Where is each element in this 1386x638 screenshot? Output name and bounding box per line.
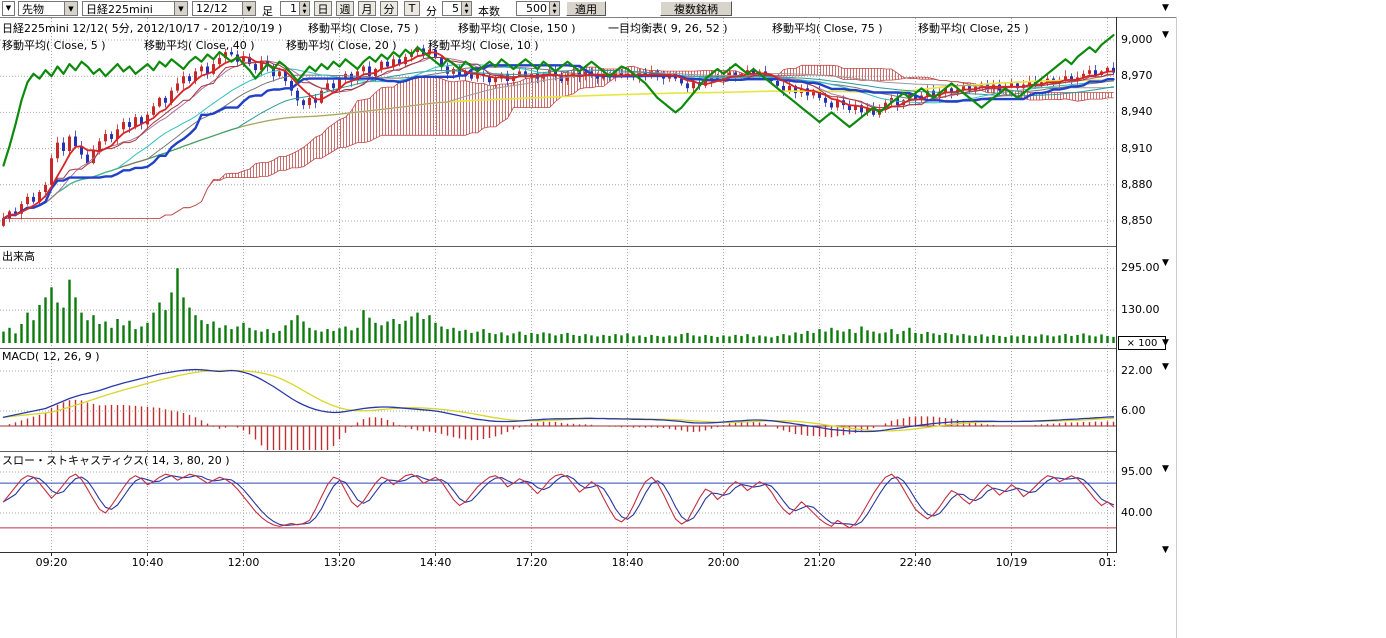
macd-signal-line (2, 369, 1115, 432)
gridlines (0, 18, 1116, 552)
legend-ichimoku: 一目均衡表( 9, 26, 52 ) (608, 22, 728, 35)
legend-ma75: 移動平均( Close, 75 ) (308, 22, 419, 35)
scale-scroll-button[interactable]: ▼ (1162, 464, 1169, 474)
minute-spinner[interactable]: 5 ▲ ▼ (442, 1, 472, 16)
symbol-value: 日経225mini (86, 2, 153, 16)
dropdown-arrow-icon[interactable]: ▼ (174, 2, 187, 15)
scale-scroll-button[interactable]: ▼ (1162, 545, 1169, 555)
spinner-down-icon[interactable]: ▼ (462, 8, 471, 15)
contract-month-dropdown[interactable]: 12/12 ▼ (192, 1, 256, 16)
kijun-line (2, 64, 1115, 220)
legend-ma25: 移動平均( Close, 25 ) (918, 22, 1029, 35)
spinner-up-icon[interactable]: ▲ (462, 2, 471, 9)
dropdown-arrow-icon[interactable]: ▼ (242, 2, 255, 15)
scale-scroll-button[interactable]: ▼ (1162, 362, 1169, 372)
spinner-down-icon[interactable]: ▼ (550, 8, 559, 15)
spinner-up-icon[interactable]: ▲ (300, 2, 309, 9)
unit-month-button[interactable]: 月 (358, 1, 376, 16)
apply-button[interactable]: 適用 (566, 1, 606, 16)
toolbar: ▼ 先物 ▼ 日経225mini ▼ 12/12 ▼ 足 1 ▲ ▼ 日 週 月 … (0, 0, 1386, 18)
legend-ma40: 移動平均( Close, 40 ) (144, 39, 255, 52)
unit-week-button[interactable]: 週 (336, 1, 354, 16)
ichimoku-cloud (3, 65, 1114, 219)
category-value: 先物 (22, 2, 44, 16)
macd-line (2, 368, 1115, 433)
panel-borders (0, 0, 1177, 638)
legend-ma150: 移動平均( Close, 150 ) (458, 22, 576, 35)
symbol-dropdown[interactable]: 日経225mini ▼ (82, 1, 188, 16)
unit-tick-button[interactable]: T (404, 1, 420, 16)
scale-scroll-button[interactable]: ▼ (1162, 3, 1169, 13)
interval-value: 1 (290, 2, 297, 15)
category-dropdown[interactable]: 先物 ▼ (18, 1, 78, 16)
volume-panel-label: 出来高 (2, 250, 35, 263)
spinner-down-icon[interactable]: ▼ (300, 8, 309, 15)
dropdown-arrow-icon[interactable]: ▼ (64, 2, 77, 15)
spinner-up-icon[interactable]: ▲ (550, 2, 559, 9)
scale-scroll-button[interactable]: ▼ (1162, 30, 1169, 40)
bar-type-label: 足 (262, 5, 273, 18)
multi-symbol-button[interactable]: 複数銘柄 (660, 1, 732, 16)
chart-title: 日経225mini 12/12( 5分, 2012/10/17 - 2012/1… (2, 22, 283, 35)
minute-label: 分 (426, 5, 437, 18)
stoch-d-line (2, 475, 1115, 526)
legend-ma10: 移動平均( Close, 10 ) (428, 39, 539, 52)
scale-scroll-button[interactable]: ▼ (1162, 338, 1169, 348)
price-pane (2, 34, 1115, 228)
scale-scroll-button[interactable]: ▼ (1162, 258, 1169, 268)
macd-pane (0, 368, 1116, 450)
legend-ma75-2: 移動平均( Close, 75 ) (772, 22, 883, 35)
stoch-k-line (2, 473, 1115, 529)
legend-ma20: 移動平均( Close, 20 ) (286, 39, 397, 52)
interval-spinner[interactable]: 1 ▲ ▼ (280, 1, 310, 16)
collapse-button[interactable]: ▼ (2, 1, 15, 16)
legend-ma5: 移動平均( Close, 5 ) (2, 39, 106, 52)
unit-minute-button[interactable]: 分 (380, 1, 398, 16)
collapse-icon: ▼ (5, 4, 12, 12)
volume-pane (2, 268, 1115, 343)
minute-value: 5 (452, 2, 459, 15)
unit-day-button[interactable]: 日 (314, 1, 332, 16)
contract-month-value: 12/12 (196, 2, 228, 15)
bar-count-value: 500 (526, 2, 547, 15)
ma5 (2, 51, 1115, 220)
volume-multiplier-badge: × 100 (1118, 336, 1166, 350)
macd-panel-label: MACD( 12, 26, 9 ) (2, 350, 100, 363)
bar-count-spinner[interactable]: 500 ▲ ▼ (516, 1, 560, 16)
bar-count-label: 本数 (478, 5, 500, 18)
senkou-b (3, 64, 1114, 220)
stoch-panel-label: スロー・ストキャスティクス( 14, 3, 80, 20 ) (2, 454, 230, 467)
stoch-pane (0, 473, 1116, 529)
green-overlay-line (2, 34, 1115, 167)
